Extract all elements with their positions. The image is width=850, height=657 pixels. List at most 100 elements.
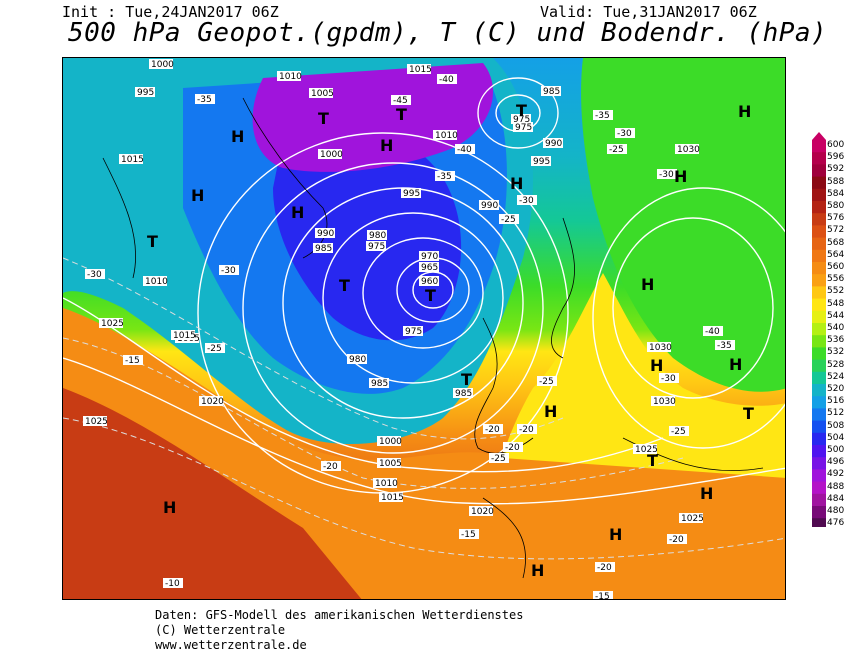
legend-value: 480 xyxy=(827,506,845,516)
legend-value: 592 xyxy=(827,164,845,175)
legend-swatch xyxy=(812,152,826,165)
high-markers: H H H H H H H H H H H H H H H xyxy=(163,102,751,580)
svg-text:-15: -15 xyxy=(125,356,140,366)
svg-text:-30: -30 xyxy=(659,170,674,180)
svg-text:1010: 1010 xyxy=(145,277,168,287)
legend-value: 588 xyxy=(827,176,845,187)
legend-value: 500 xyxy=(827,445,845,455)
legend-value: 528 xyxy=(827,359,845,370)
svg-text:1030: 1030 xyxy=(653,397,676,407)
high-marker: H xyxy=(191,186,204,205)
legend-swatch xyxy=(812,469,826,483)
legend-swatch xyxy=(812,481,826,495)
legend-swatch xyxy=(812,518,826,527)
legend-value: 484 xyxy=(827,493,845,504)
svg-text:-20: -20 xyxy=(519,425,534,435)
high-marker: H xyxy=(510,174,523,193)
svg-text:980: 980 xyxy=(369,231,386,241)
temp-label: -35 xyxy=(195,94,215,105)
pressure-label: 1010 xyxy=(433,130,458,141)
low-marker: T xyxy=(516,101,527,120)
pressure-label: 1005 xyxy=(309,88,334,99)
pressure-label: 965 xyxy=(419,262,439,273)
temp-label: -40 xyxy=(455,144,475,155)
svg-text:-20: -20 xyxy=(669,535,684,545)
svg-text:-25: -25 xyxy=(501,215,516,225)
svg-text:975: 975 xyxy=(515,123,532,133)
pressure-label: 990 xyxy=(479,200,499,211)
svg-text:1005: 1005 xyxy=(311,89,334,99)
legend-swatch xyxy=(812,457,826,470)
svg-text:-40: -40 xyxy=(705,327,720,337)
low-marker: T xyxy=(461,370,472,389)
pressure-label: 1010 xyxy=(373,478,398,489)
legend-swatch xyxy=(812,286,826,300)
pressure-label: 960 xyxy=(419,276,439,287)
legend-value: 556 xyxy=(827,274,845,285)
legend-swatch xyxy=(812,249,826,263)
svg-text:-40: -40 xyxy=(439,75,454,85)
legend-swatch xyxy=(812,176,826,190)
legend-value: 536 xyxy=(827,335,845,346)
pressure-label: 985 xyxy=(453,388,473,399)
svg-text:1015: 1015 xyxy=(121,155,144,165)
temp-label: -35 xyxy=(593,110,613,121)
temp-label: -10 xyxy=(163,578,183,589)
pressure-labels: 1000 995 1010 1005 1015 1010 1015 985 97… xyxy=(83,59,704,524)
legend-swatch xyxy=(812,237,826,251)
svg-text:975: 975 xyxy=(513,115,530,125)
temp-label: -25 xyxy=(489,453,509,464)
high-marker: H xyxy=(163,498,176,517)
footer-copyright: (C) Wetterzentrale xyxy=(155,623,286,637)
svg-text:1030: 1030 xyxy=(677,145,700,155)
legend-value: 524 xyxy=(827,371,845,382)
pressure-label: 980 xyxy=(367,230,387,241)
svg-text:1000: 1000 xyxy=(379,437,402,447)
pressure-label: 990 xyxy=(315,228,335,239)
temp-label: -45 xyxy=(391,95,411,106)
legend-swatch xyxy=(812,396,826,409)
pressure-label: 1015 xyxy=(119,154,144,165)
low-marker: T xyxy=(425,286,436,305)
svg-text:-25: -25 xyxy=(539,377,554,387)
svg-text:-30: -30 xyxy=(519,196,534,206)
legend-swatch xyxy=(812,298,826,312)
svg-text:-35: -35 xyxy=(717,341,732,351)
pressure-label: 1020 xyxy=(199,396,224,407)
svg-text:985: 985 xyxy=(371,379,388,389)
svg-text:975: 975 xyxy=(405,327,422,337)
svg-text:1015: 1015 xyxy=(409,65,432,75)
low-marker: T xyxy=(743,404,754,423)
pressure-label: 1000 xyxy=(377,436,402,447)
temp-label: -15 xyxy=(593,591,613,599)
legend-value: 576 xyxy=(827,213,845,224)
legend-swatch xyxy=(812,384,826,397)
pressure-label: 995 xyxy=(401,188,421,199)
svg-text:1025: 1025 xyxy=(101,319,124,329)
svg-text:-35: -35 xyxy=(437,172,452,182)
svg-text:-25: -25 xyxy=(671,427,686,437)
svg-text:995: 995 xyxy=(533,157,550,167)
svg-text:995: 995 xyxy=(137,88,154,98)
pressure-label: 975 xyxy=(366,241,386,252)
temp-label: -20 xyxy=(321,461,341,472)
footer-url[interactable]: www.wetterzentrale.de xyxy=(155,638,307,652)
pressure-label: 1015 xyxy=(171,330,196,341)
temp-label: -20 xyxy=(517,424,537,435)
legend-value: 572 xyxy=(827,225,845,236)
legend-swatch xyxy=(812,164,826,178)
high-marker: H xyxy=(641,275,654,294)
svg-text:1000: 1000 xyxy=(151,60,174,70)
legend-swatch xyxy=(812,347,826,361)
footer-credits: Daten: GFS-Modell des amerikanischen Wet… xyxy=(155,608,523,653)
svg-text:1010: 1010 xyxy=(375,479,398,489)
svg-text:-10: -10 xyxy=(165,579,180,589)
pressure-label: 1030 xyxy=(647,342,672,353)
temp-label: -25 xyxy=(499,214,519,225)
high-marker: H xyxy=(380,136,393,155)
svg-text:1005: 1005 xyxy=(379,459,402,469)
temp-label: -15 xyxy=(123,355,143,366)
legend-value: 516 xyxy=(827,396,845,407)
color-scale-legend: 600 596 592 588 584 580 576 572 568 564 560 556 552 5… xyxy=(810,132,850,528)
pressure-label: 985 xyxy=(369,378,389,389)
